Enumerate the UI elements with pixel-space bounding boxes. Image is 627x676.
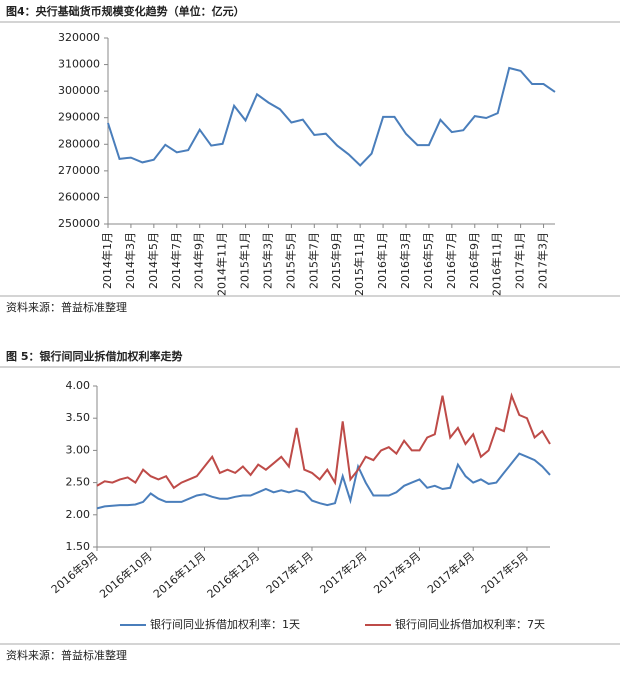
x-tick-label: 2014年1月	[100, 232, 114, 289]
x-tick-label: 2015年7月	[306, 232, 320, 289]
x-tick-label: 2017年4月	[424, 549, 477, 596]
chart-title: 图 5：银行间同业拆借加权利率走势	[6, 349, 182, 363]
x-tick-label: 2016年9月	[467, 232, 481, 289]
y-tick-label: 280000	[58, 137, 100, 150]
y-tick-label: 2.00	[66, 508, 91, 521]
x-tick-label: 2017年1月	[513, 232, 527, 289]
x-tick-label: 2014年5月	[146, 232, 160, 289]
y-tick-label: 3.00	[66, 443, 91, 456]
source: 资料来源：普益标准整理	[6, 648, 127, 662]
source: 资料来源：普益标准整理	[6, 300, 127, 314]
x-tick-label: 2017年5月	[478, 549, 531, 596]
x-tick-label: 2017年2月	[317, 549, 370, 596]
y-tick-label: 260000	[58, 190, 100, 203]
x-tick-label: 2017年3月	[371, 549, 424, 596]
x-tick-label: 2014年9月	[192, 232, 206, 289]
legend-label: 银行间同业拆借加权利率：1天	[150, 617, 300, 631]
x-tick-label: 2016年11月	[150, 549, 208, 601]
y-tick-label: 250000	[58, 217, 100, 230]
x-tick-label: 2017年1月	[263, 549, 316, 596]
y-tick-label: 1.50	[66, 540, 91, 553]
x-tick-label: 2016年3月	[398, 232, 412, 289]
x-tick-label: 2014年7月	[169, 232, 183, 289]
x-tick-label: 2016年11月	[490, 232, 504, 296]
y-tick-label: 2.50	[66, 476, 91, 489]
legend-label: 银行间同业拆借加权利率：7天	[395, 617, 545, 631]
data-line	[96, 392, 551, 490]
y-tick-label: 290000	[58, 111, 100, 124]
x-tick-label: 2016年5月	[421, 232, 435, 289]
y-tick-label: 300000	[58, 84, 100, 97]
x-tick-label: 2014年3月	[123, 232, 137, 289]
x-tick-label: 2016年9月	[48, 549, 101, 596]
chart-title: 图4：央行基础货币规模变化趋势（单位：亿元）	[6, 4, 245, 18]
x-tick-label: 2017年3月	[536, 232, 550, 289]
x-tick-label: 2016年12月	[204, 549, 262, 601]
data-line	[107, 66, 556, 167]
y-tick-label: 310000	[58, 58, 100, 71]
data-line	[96, 452, 551, 510]
x-tick-label: 2016年1月	[375, 232, 389, 289]
x-tick-label: 2015年3月	[260, 232, 274, 289]
x-tick-label: 2016年7月	[444, 232, 458, 289]
y-tick-label: 3.50	[66, 411, 91, 424]
x-tick-label: 2016年10月	[97, 549, 155, 601]
x-tick-label: 2015年11月	[352, 232, 366, 296]
x-tick-label: 2015年9月	[329, 232, 343, 289]
x-tick-label: 2015年5月	[283, 232, 297, 289]
x-tick-label: 2014年11月	[215, 232, 229, 296]
y-tick-label: 4.00	[66, 379, 91, 392]
y-tick-label: 320000	[58, 31, 100, 44]
y-tick-label: 270000	[58, 164, 100, 177]
x-tick-label: 2015年1月	[238, 232, 252, 289]
